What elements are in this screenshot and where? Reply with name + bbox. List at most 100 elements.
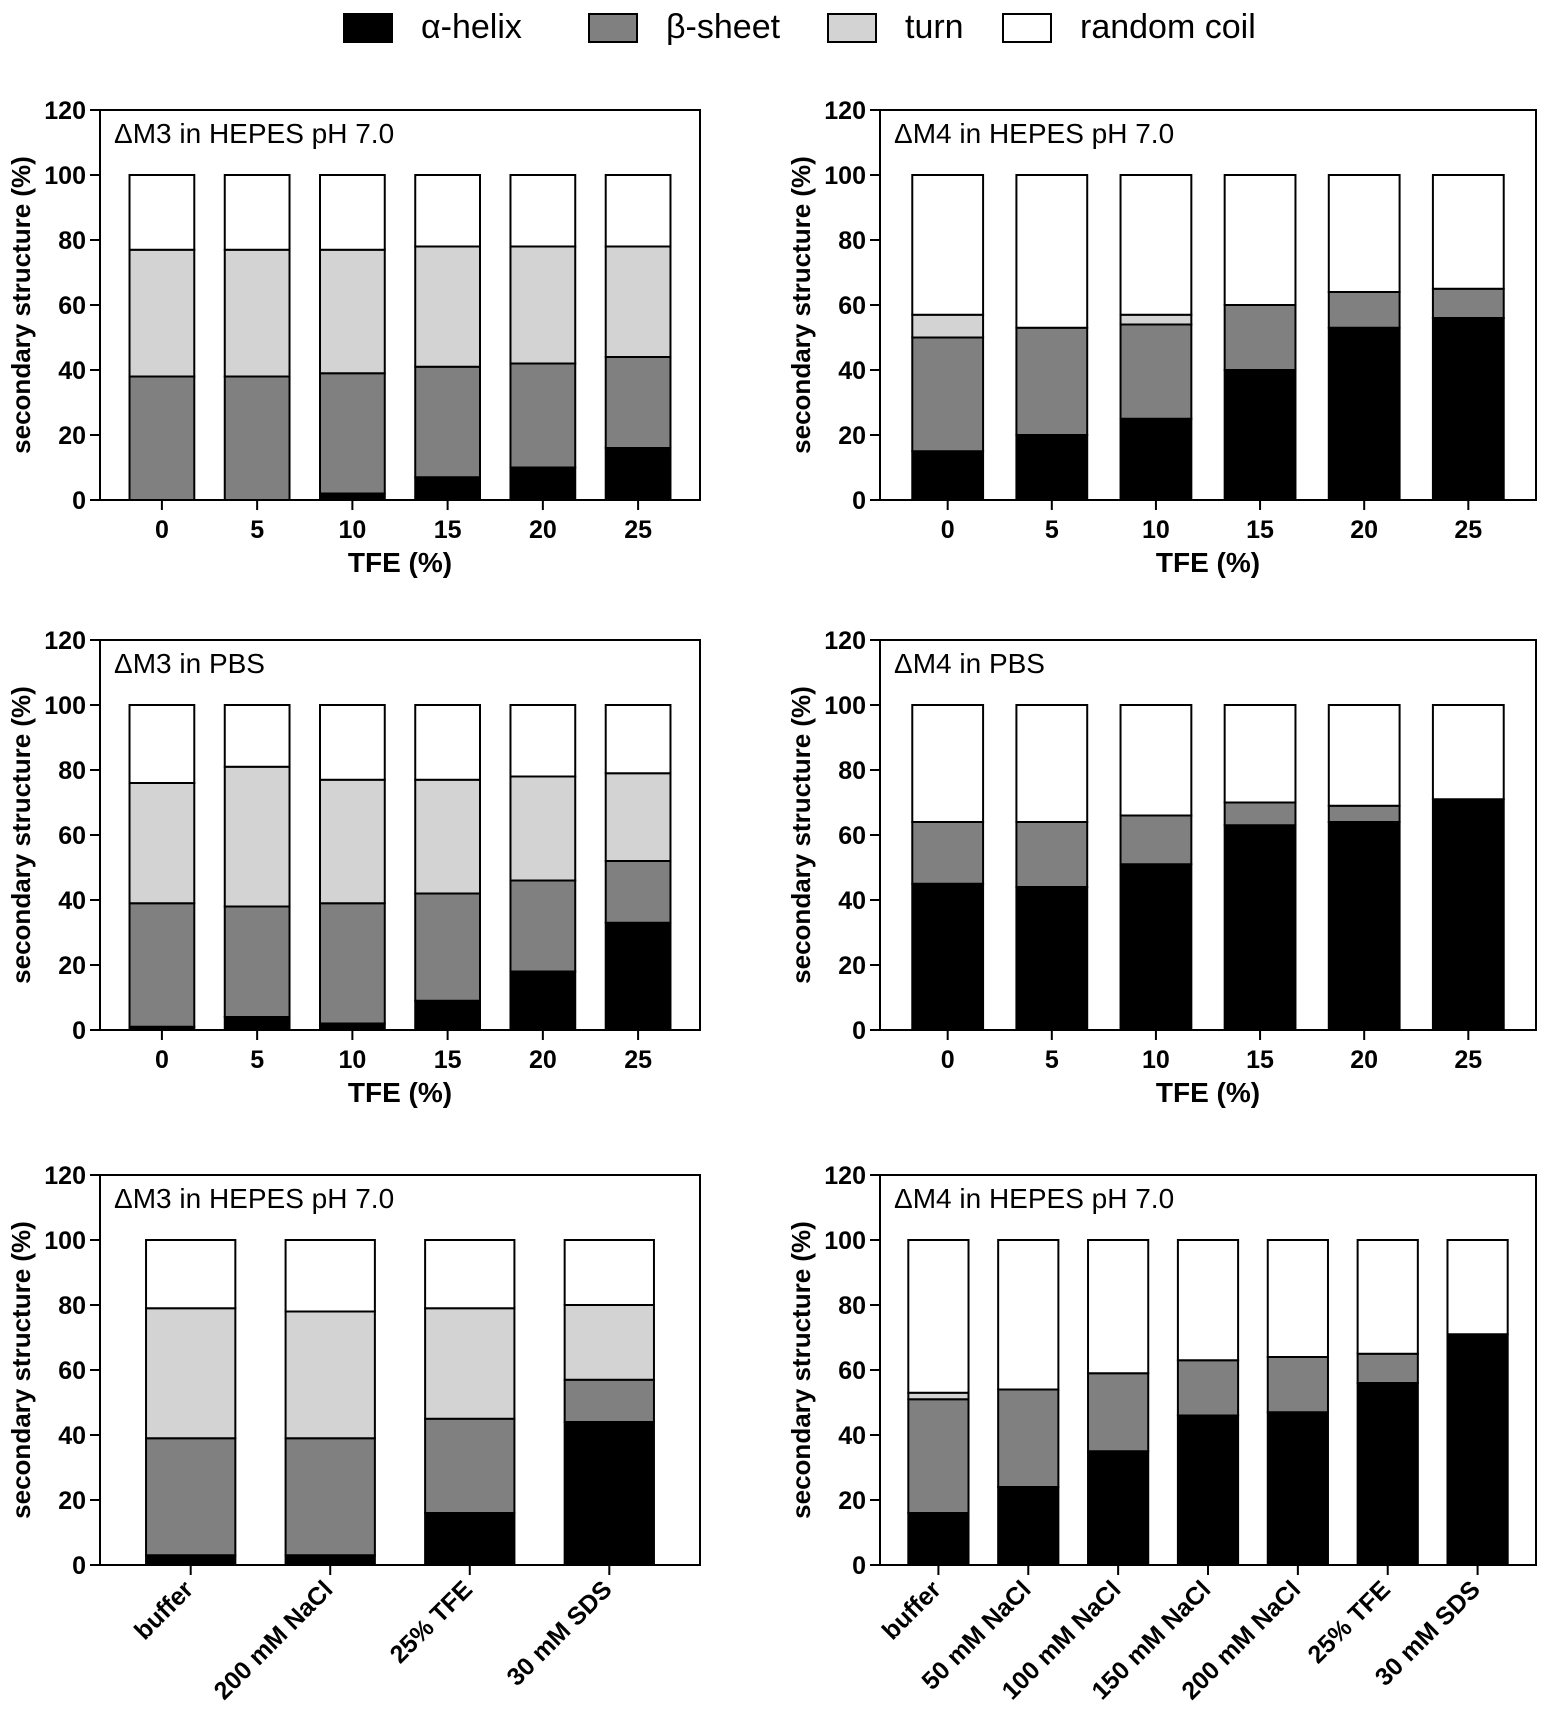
bar-segment-randomcoil xyxy=(1015,704,1089,823)
bar-segment-helix xyxy=(604,921,672,1031)
y-tick-label: 100 xyxy=(44,162,86,190)
bar-segment-helix xyxy=(1431,317,1505,501)
y-tick-label: 20 xyxy=(838,1487,866,1515)
bar-segment-randomcoil xyxy=(1087,1239,1150,1375)
y-tick-label: 0 xyxy=(72,1552,86,1580)
bar-segment-helix xyxy=(907,1512,970,1566)
x-axis-label: TFE (%) xyxy=(348,1077,452,1108)
bar-segment-turn xyxy=(223,248,291,378)
bar-segment-turn xyxy=(414,245,481,368)
y-tick-label: 0 xyxy=(852,1017,866,1045)
legend-item-turn: turn xyxy=(827,8,964,47)
y-tick-label: 20 xyxy=(838,422,866,450)
bar-segment-helix xyxy=(1223,369,1297,501)
bar-segment-sheet xyxy=(284,1437,376,1557)
y-tick-label: 20 xyxy=(838,952,866,980)
bar-segment-randomcoil xyxy=(1431,704,1505,801)
y-tick-label: 0 xyxy=(852,1552,866,1580)
bar-segment-turn xyxy=(414,778,481,895)
bar-segment-sheet xyxy=(1015,821,1089,888)
x-tick-label: 25 xyxy=(1454,1046,1482,1074)
bar-segment-randomcoil xyxy=(223,174,291,251)
y-axis-label: secondary structure (%) xyxy=(6,156,36,454)
y-tick-label: 0 xyxy=(72,487,86,515)
y-axis-label: secondary structure (%) xyxy=(6,686,36,984)
x-tick-label: buffer xyxy=(877,1575,947,1645)
y-tick-label: 80 xyxy=(838,227,866,255)
bar-segment-randomcoil xyxy=(319,704,386,781)
y-tick-label: 60 xyxy=(838,1357,866,1385)
bar-segment-helix xyxy=(284,1554,376,1566)
chart-title: ΔM3 in HEPES pH 7.0 xyxy=(114,118,394,149)
x-tick-label: 15 xyxy=(434,516,462,544)
bar-segment-sheet xyxy=(223,905,291,1018)
x-tick-label: 10 xyxy=(1142,516,1170,544)
bar-segment-randomcoil xyxy=(414,174,481,248)
x-tick-label: 15 xyxy=(1246,1046,1274,1074)
y-tick-label: 120 xyxy=(44,1165,86,1190)
bar-segment-helix xyxy=(1015,434,1089,501)
x-tick-label: 10 xyxy=(1142,1046,1170,1074)
bar-segment-helix xyxy=(1176,1414,1240,1566)
bar-segment-turn xyxy=(145,1307,237,1440)
y-tick-label: 120 xyxy=(44,630,86,655)
y-tick-label: 100 xyxy=(824,692,866,720)
bar-segment-sheet xyxy=(563,1378,655,1423)
y-tick-label: 80 xyxy=(58,1292,86,1320)
x-tick-label: 10 xyxy=(338,1046,366,1074)
bar-segment-turn xyxy=(319,248,386,375)
x-tick-label: 20 xyxy=(1350,1046,1378,1074)
bar-segment-sheet xyxy=(1327,291,1401,329)
bar-segment-sheet xyxy=(907,1398,970,1514)
x-tick-label: 20 xyxy=(529,516,557,544)
bar-segment-sheet xyxy=(509,879,577,973)
x-tick-label: 10 xyxy=(338,516,366,544)
bar-segment-turn xyxy=(604,772,672,862)
bar-segment-sheet xyxy=(509,362,577,469)
bar-segment-randomcoil xyxy=(1431,174,1505,290)
y-tick-label: 100 xyxy=(824,1227,866,1255)
bar-segment-sheet xyxy=(604,860,672,924)
bar-segment-helix xyxy=(1087,1450,1150,1566)
x-tick-label: 25 xyxy=(624,1046,652,1074)
x-axis-label: TFE (%) xyxy=(1156,1077,1260,1108)
x-tick-label: 25 xyxy=(1454,516,1482,544)
y-tick-label: 20 xyxy=(58,422,86,450)
bar-segment-turn xyxy=(911,313,985,339)
legend-label-beta-sheet: β-sheet xyxy=(666,8,781,46)
x-tick-label: 25 xyxy=(624,516,652,544)
bar-segment-randomcoil xyxy=(1223,704,1297,804)
x-tick-label: 0 xyxy=(941,1046,955,1074)
y-tick-label: 60 xyxy=(838,822,866,850)
bar-segment-randomcoil xyxy=(128,174,196,251)
bar-segment-randomcoil xyxy=(911,704,985,823)
bar-segment-sheet xyxy=(223,375,291,501)
x-tick-label: 25% TFE xyxy=(1302,1575,1395,1668)
bar-segment-turn xyxy=(128,782,196,905)
bar-segment-randomcoil xyxy=(1223,174,1297,306)
bar-segment-helix xyxy=(1119,417,1193,501)
x-tick-label: 0 xyxy=(155,516,169,544)
bar-segment-helix xyxy=(509,466,577,501)
y-tick-label: 80 xyxy=(58,757,86,785)
y-tick-label: 40 xyxy=(58,1422,86,1450)
bar-segment-sheet xyxy=(319,372,386,495)
legend-item-beta-sheet: β-sheet xyxy=(588,8,780,47)
bar-segment-sheet xyxy=(604,356,672,449)
x-tick-label: 5 xyxy=(1045,1046,1059,1074)
bar-segment-randomcoil xyxy=(1119,174,1193,316)
bar-segment-sheet xyxy=(1327,804,1401,823)
x-tick-label: 15 xyxy=(1246,516,1274,544)
bar-segment-helix xyxy=(1266,1411,1329,1566)
bar-segment-sheet xyxy=(911,821,985,885)
y-tick-label: 60 xyxy=(58,822,86,850)
bar-segment-randomcoil xyxy=(604,704,672,775)
bar-segment-turn xyxy=(424,1307,516,1420)
bar-segment-helix xyxy=(1431,798,1505,1031)
bar-segment-helix xyxy=(1119,863,1193,1031)
y-tick-label: 80 xyxy=(58,227,86,255)
legend-item-random-coil: random coil xyxy=(1002,8,1256,47)
